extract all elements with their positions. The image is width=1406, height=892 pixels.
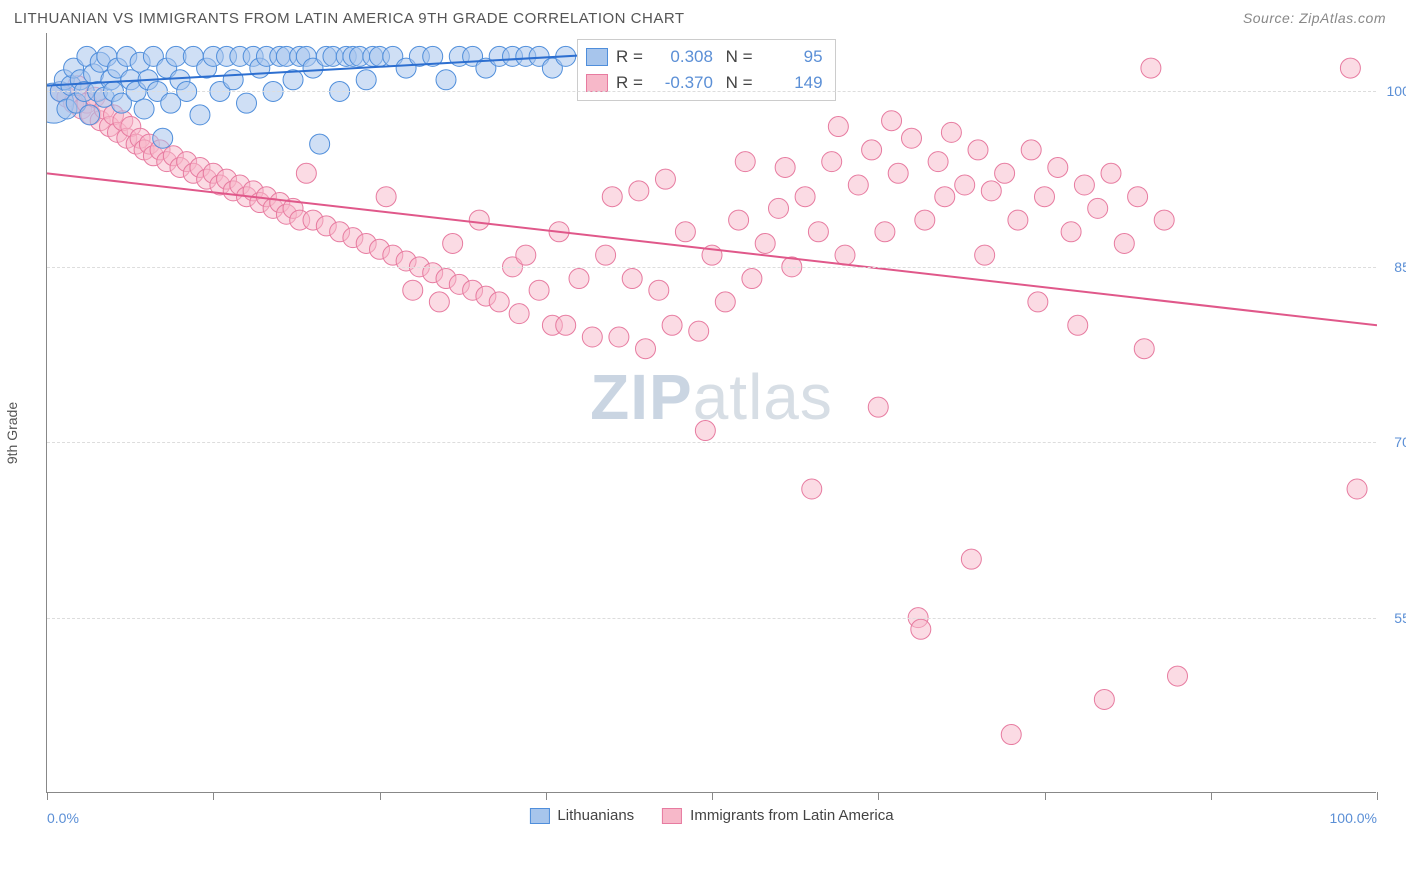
r-label: R = [616,47,643,67]
swatch-immigrants [586,74,608,92]
x-tick [1045,792,1046,800]
x-tick-label: 0.0% [47,810,79,826]
x-tick [546,792,547,800]
x-tick-label: 100.0% [1330,810,1377,826]
swatch-icon [662,808,682,824]
x-tick [380,792,381,800]
gridline [47,267,1376,268]
x-tick [878,792,879,800]
r-label: R = [616,73,643,93]
header: LITHUANIAN VS IMMIGRANTS FROM LATIN AMER… [0,0,1406,33]
gridline [47,618,1376,619]
r-value-immigrants: -0.370 [651,73,713,93]
chart-svg [47,33,1377,793]
swatch-lithuanians [586,48,608,66]
y-tick-label: 100.0% [1387,83,1406,99]
chart-container: 9th Grade ZIPatlas R = 0.308 N = 95 R = … [46,33,1388,833]
n-value-lithuanians: 95 [761,47,823,67]
source-attribution: Source: ZipAtlas.com [1243,10,1386,27]
x-tick [47,792,48,800]
plot-area: ZIPatlas R = 0.308 N = 95 R = -0.370 N =… [46,33,1376,793]
x-tick [1211,792,1212,800]
x-tick [712,792,713,800]
chart-title: LITHUANIAN VS IMMIGRANTS FROM LATIN AMER… [14,10,685,27]
swatch-icon [529,808,549,824]
x-tick [213,792,214,800]
legend-item-lithuanians: Lithuanians [529,807,634,824]
y-tick-label: 55.0% [1394,610,1406,626]
stats-row-lithuanians: R = 0.308 N = 95 [586,44,823,70]
r-value-lithuanians: 0.308 [651,47,713,67]
y-tick-label: 70.0% [1394,434,1406,450]
gridline [47,91,1376,92]
n-label: N = [721,73,753,93]
legend-item-immigrants: Immigrants from Latin America [662,807,893,824]
gridline [47,442,1376,443]
n-label: N = [721,47,753,67]
y-tick-label: 85.0% [1394,259,1406,275]
y-axis-label: 9th Grade [4,402,20,464]
x-tick [1377,792,1378,800]
n-value-immigrants: 149 [761,73,823,93]
series-legend: Lithuanians Immigrants from Latin Americ… [529,807,893,824]
